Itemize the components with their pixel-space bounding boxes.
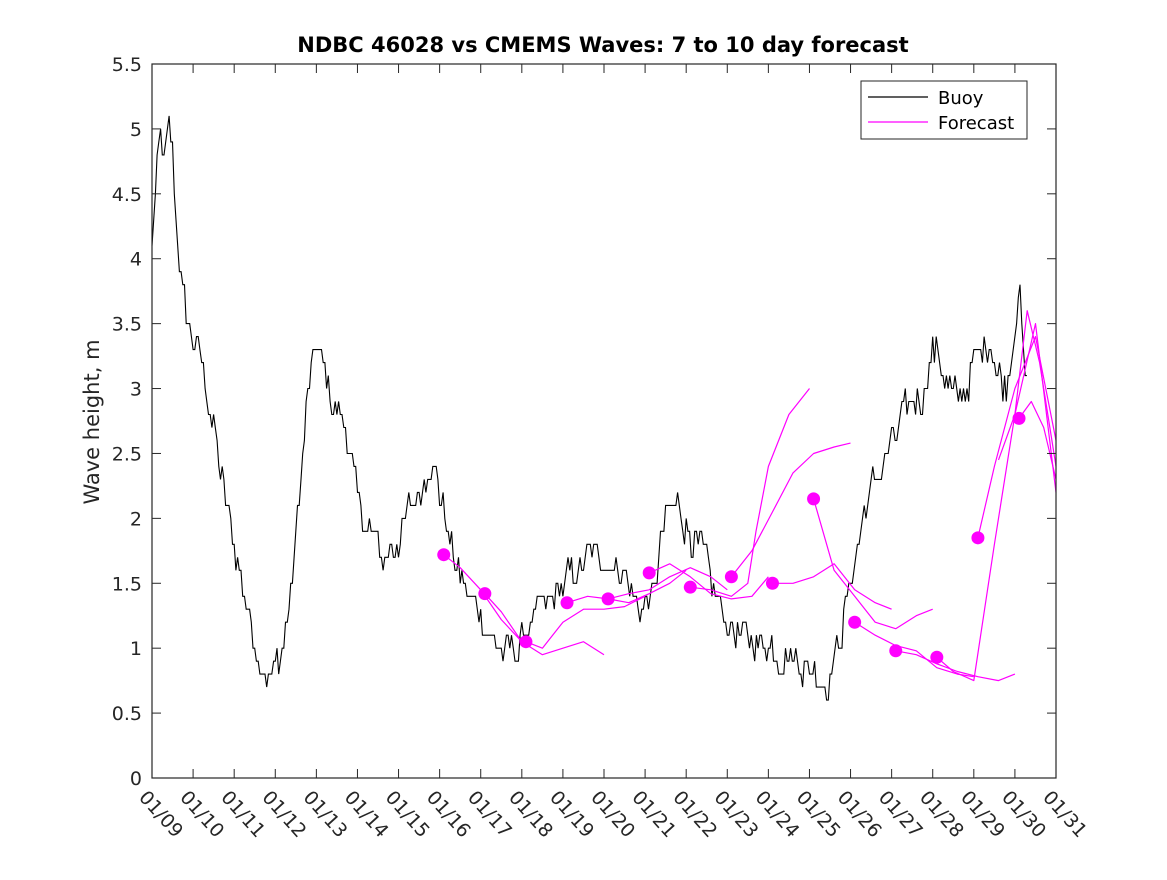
forecast-point [601,592,615,606]
y-tick-label: 0.5 [112,703,142,725]
forecast-point [971,531,985,545]
forecast-point [1012,411,1026,425]
forecast-point [683,580,697,594]
forecast-point [642,566,656,580]
y-tick-label: 4.5 [112,184,142,206]
y-axis-label: Wave height, m [80,339,104,504]
forecast-point [560,596,574,610]
forecast-point [889,644,903,658]
forecast-track-line [525,595,646,649]
forecast-track-line [854,621,974,678]
forecast-point [930,650,944,664]
forecast-track-line [895,650,1016,682]
forecast-track-line [607,567,728,600]
buoy-series-layer [151,115,1027,701]
forecast-point [724,570,738,584]
forecast-track-line [566,569,687,604]
legend: Buoy Forecast [860,80,1028,140]
y-tick-label: 3 [130,379,142,401]
buoy-series-line [151,115,1027,701]
legend-buoy-label: Buoy [938,88,984,109]
y-tick-label: 1.5 [112,573,142,595]
forecast-track-line [730,442,851,578]
forecast-point [478,587,492,601]
y-axis: 0 0.5 1 1.5 2 2.5 3 3.5 4 4.5 5 5.5 [112,54,1056,790]
chart-title: NDBC 46028 vs CMEMS Waves: 7 to 10 day f… [297,33,908,57]
forecast-points-layer [437,411,1026,664]
y-tick-label: 3.5 [112,314,142,336]
forecast-track-line [772,563,892,610]
y-tick-label: 4 [130,249,142,271]
y-tick-label: 1 [130,638,142,660]
forecast-point [765,576,779,590]
legend-box [860,80,1028,140]
forecast-track-line [690,388,810,597]
forecast-track-line [648,563,769,600]
y-tick-label: 2 [130,508,142,530]
forecast-track-line [484,593,605,656]
legend-forecast-label: Forecast [938,113,1014,134]
forecast-point [848,615,862,629]
forecast-track-line [936,323,1057,682]
y-tick-label: 5 [130,119,142,141]
forecast-point [437,548,451,562]
forecast-track-line [997,310,1057,467]
y-tick-label: 2.5 [112,443,142,465]
forecast-point [807,492,821,506]
forecast-series-layer [443,310,1057,682]
forecast-point [519,635,533,649]
forecast-track-line [977,336,1057,538]
forecast-track-line [813,498,933,630]
y-tick-label: 5.5 [112,54,142,76]
y-tick-label: 0 [130,768,142,790]
